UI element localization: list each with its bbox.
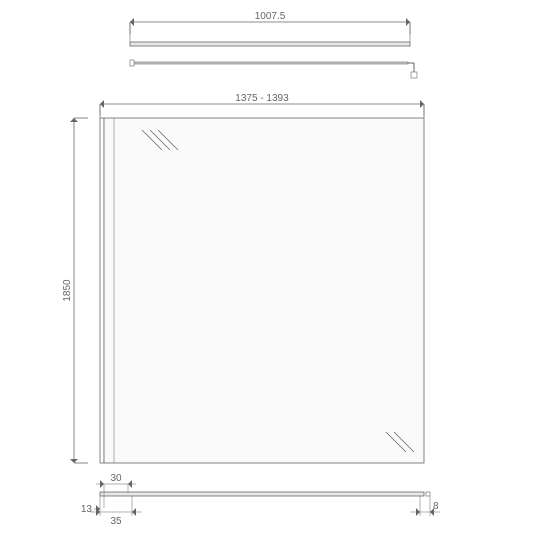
support-rod xyxy=(132,62,408,64)
dim-label: 1007.5 xyxy=(255,11,286,22)
dim-label: 1375 - 1393 xyxy=(235,93,289,104)
glass-panel xyxy=(104,118,424,463)
dim-8: 8 xyxy=(433,501,439,512)
dim-30: 30 xyxy=(110,473,122,484)
dim-13: 13 xyxy=(81,504,93,515)
technical-drawing: 1007.5 1375 - 1393 1850 30 13 35 8 xyxy=(0,0,550,550)
bottom-rail-plan xyxy=(100,492,424,496)
dim-35: 35 xyxy=(110,516,122,527)
svg-text:1850: 1850 xyxy=(62,279,73,302)
wall-profile xyxy=(100,118,104,463)
top-bar xyxy=(130,42,410,46)
